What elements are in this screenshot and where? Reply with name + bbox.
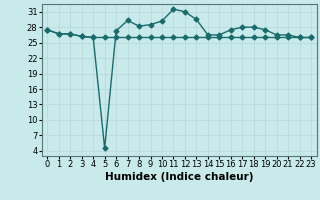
X-axis label: Humidex (Indice chaleur): Humidex (Indice chaleur) [105, 172, 253, 182]
